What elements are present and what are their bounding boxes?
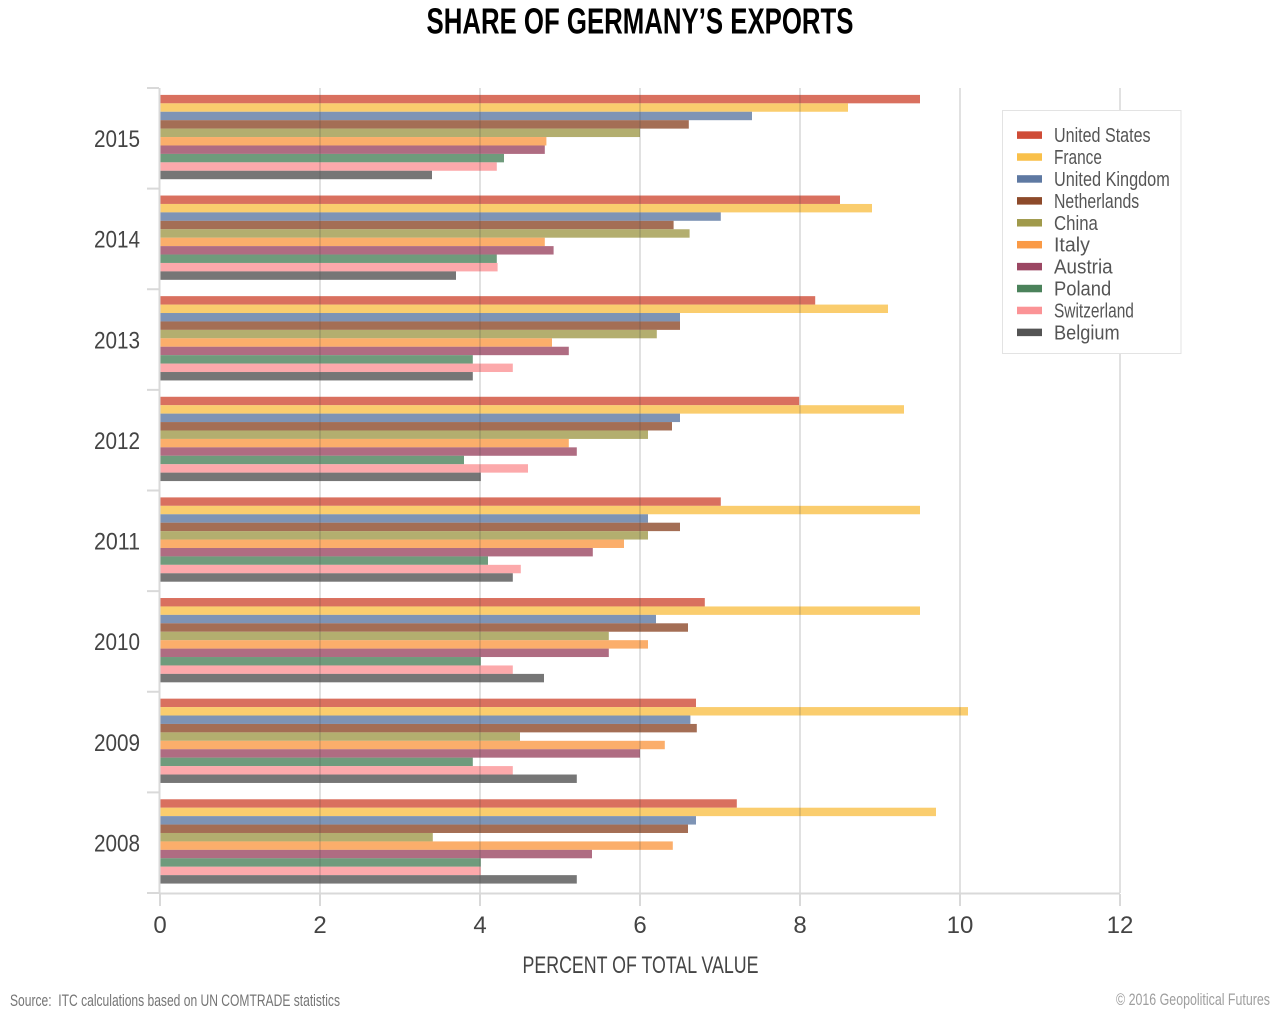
svg-text:8: 8 xyxy=(793,912,806,939)
svg-text:Belgium: Belgium xyxy=(1054,322,1120,344)
svg-text:2015: 2015 xyxy=(94,126,140,153)
svg-text:2013: 2013 xyxy=(94,327,140,354)
svg-text:12: 12 xyxy=(1107,912,1134,939)
svg-text:Italy: Italy xyxy=(1054,235,1090,257)
svg-text:© 2016 Geopolitical Futures: © 2016 Geopolitical Futures xyxy=(1116,991,1270,1009)
svg-text:SHARE OF GERMANY’S EXPORTS: SHARE OF GERMANY’S EXPORTS xyxy=(427,1,854,42)
svg-text:0: 0 xyxy=(153,912,166,939)
svg-text:2009: 2009 xyxy=(94,730,140,757)
svg-text:2011: 2011 xyxy=(94,529,140,556)
svg-text:10: 10 xyxy=(947,912,974,939)
svg-text:Netherlands: Netherlands xyxy=(1054,191,1139,213)
svg-text:2008: 2008 xyxy=(94,830,140,857)
svg-text:2010: 2010 xyxy=(94,629,140,656)
svg-text:6: 6 xyxy=(633,912,646,939)
svg-text:2014: 2014 xyxy=(94,227,140,254)
svg-text:Austria: Austria xyxy=(1054,257,1113,279)
svg-text:2: 2 xyxy=(313,912,326,939)
svg-text:2012: 2012 xyxy=(94,428,140,455)
svg-text:Switzerland: Switzerland xyxy=(1054,300,1134,322)
svg-text:Source: ITC calculations base: Source: ITC calculations based on UN COM… xyxy=(10,992,340,1010)
svg-text:4: 4 xyxy=(473,912,486,939)
svg-text:Poland: Poland xyxy=(1054,279,1111,301)
svg-text:France: France xyxy=(1054,147,1102,169)
svg-text:China: China xyxy=(1054,213,1099,235)
svg-text:United Kingdom: United Kingdom xyxy=(1054,169,1170,191)
svg-text:PERCENT OF TOTAL VALUE: PERCENT OF TOTAL VALUE xyxy=(523,952,759,979)
svg-text:United States: United States xyxy=(1054,125,1151,147)
